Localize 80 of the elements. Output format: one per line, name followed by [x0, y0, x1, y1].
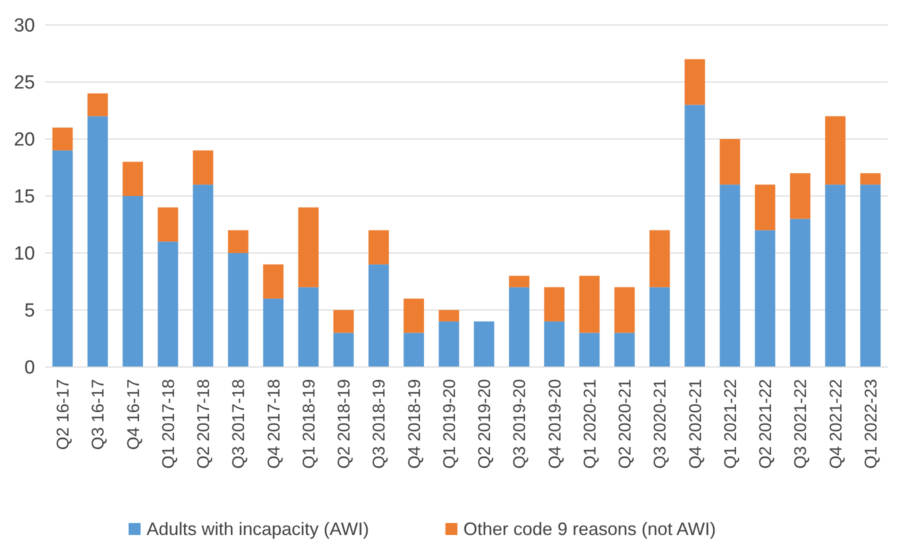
y-tick-label: 30	[14, 16, 35, 37]
x-tick-label: Q4 2019-20	[545, 379, 564, 469]
bar	[684, 59, 705, 105]
bar	[825, 116, 846, 185]
bar	[192, 150, 214, 185]
x-tick-label: Q1 2021-22	[720, 379, 740, 469]
bar	[158, 207, 178, 242]
bar	[228, 230, 248, 253]
x-tick-label: Q2 16-17	[54, 379, 73, 450]
x-tick-label: Q1 2020-21	[580, 379, 600, 469]
bar	[720, 184, 740, 367]
x-tick-label: Q2 2021-22	[756, 379, 776, 469]
x-tick-label: Q3 2021-22	[791, 379, 810, 469]
x-tick-label: Q3 2017-18	[229, 379, 248, 469]
bar	[754, 230, 776, 367]
bar	[333, 310, 354, 333]
bar	[263, 298, 284, 367]
bar	[860, 184, 881, 367]
bar	[754, 184, 776, 230]
y-tick-label: 10	[14, 244, 35, 265]
y-tick-label: 25	[14, 72, 35, 94]
x-tick-label: Q2 2019-20	[475, 379, 494, 469]
x-tick-label: Q2 2017-18	[194, 379, 214, 469]
bar	[790, 218, 810, 367]
bar	[263, 264, 284, 299]
bar	[298, 287, 319, 367]
bar	[509, 276, 530, 288]
bar	[544, 287, 564, 322]
x-tick-label: Q1 2022-23	[861, 379, 880, 469]
y-tick-label: 20	[14, 130, 35, 151]
x-tick-label: Q3 2018-19	[370, 379, 389, 469]
y-tick-label: 5	[24, 300, 35, 322]
bar	[88, 116, 108, 367]
x-tick-label: Q2 2020-21	[616, 379, 635, 469]
bar	[579, 332, 600, 367]
bar	[404, 332, 424, 367]
bar	[650, 230, 670, 288]
bar	[88, 93, 108, 116]
bar	[333, 332, 354, 367]
bar	[52, 128, 73, 150]
x-tick-label: Q1 2019-20	[440, 379, 459, 469]
bar	[368, 230, 389, 264]
y-tick-label: 0	[24, 358, 35, 379]
x-tick-label: Q1 2018-19	[299, 379, 318, 469]
y-tick-label: 15	[14, 186, 35, 208]
bar	[544, 321, 564, 367]
legend-label: Adults with incapacity (AWI)	[146, 519, 370, 539]
bar	[860, 173, 881, 185]
bar	[52, 150, 73, 367]
bar	[474, 321, 494, 367]
bar	[404, 298, 424, 333]
bar	[438, 321, 460, 367]
bar	[614, 287, 635, 333]
x-tick-label: Q4 2018-19	[404, 379, 424, 469]
x-tick-label: Q4 16-17	[124, 379, 143, 450]
x-tick-label: Q2 2018-19	[334, 379, 354, 469]
bar	[790, 173, 810, 219]
bar	[192, 184, 214, 367]
legend-label: Other code 9 reasons (not AWI)	[463, 519, 716, 539]
bar	[684, 104, 705, 367]
bar	[298, 207, 319, 288]
x-tick-label: Q1 2017-18	[158, 379, 178, 469]
x-tick-label: Q3 2019-20	[510, 379, 530, 469]
bar	[579, 276, 600, 333]
bar	[614, 332, 635, 367]
x-tick-label: Q4 2021-22	[826, 379, 846, 469]
bar	[122, 196, 143, 367]
bar	[509, 287, 530, 367]
x-tick-label: Q4 2017-18	[264, 379, 284, 469]
bar	[158, 242, 178, 367]
bar	[368, 264, 389, 367]
bar	[650, 287, 670, 367]
bar	[122, 162, 143, 196]
bar	[720, 139, 740, 185]
bar	[825, 184, 846, 367]
x-tick-label: Q3 16-17	[88, 379, 108, 450]
x-tick-label: Q4 2020-21	[686, 379, 705, 469]
bar	[438, 310, 460, 322]
x-tick-label: Q3 2020-21	[650, 379, 670, 469]
bar	[228, 253, 248, 367]
